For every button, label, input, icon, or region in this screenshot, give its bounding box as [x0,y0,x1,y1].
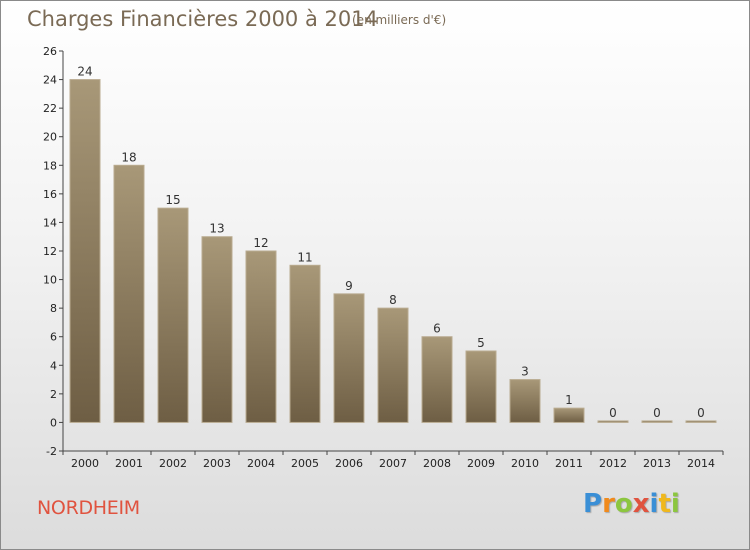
logo-letter: x [632,489,650,519]
bar [113,164,145,423]
y-tick-label: 2 [50,388,57,401]
bar [641,420,673,423]
bar-value-label: 24 [77,65,92,79]
y-tick-label: 16 [43,188,57,201]
bar-value-label: 18 [121,150,136,164]
chart-title: Charges Financières 2000 à 2014 [27,7,378,31]
x-tick-label: 2014 [687,457,715,470]
bar-value-label: 9 [345,279,353,293]
x-tick-label: 2001 [115,457,143,470]
bar-value-label: 8 [389,293,397,307]
bar [465,350,497,423]
commune-name: NORDHEIM [37,497,140,519]
y-tick-label: 8 [50,302,57,315]
y-tick-label: 14 [43,216,57,229]
bar [245,250,277,423]
bar-value-label: 12 [253,236,268,250]
bar [685,420,717,423]
x-tick-label: 2002 [159,457,187,470]
bar [553,407,585,423]
x-tick-label: 2003 [203,457,231,470]
x-tick-label: 2004 [247,457,275,470]
x-tick-label: 2009 [467,457,495,470]
x-tick-label: 2010 [511,457,539,470]
bar-value-label: 3 [521,365,529,379]
x-tick-label: 2000 [71,457,99,470]
bar-value-label: 0 [653,406,661,420]
bar [157,207,189,423]
bar [289,264,321,423]
y-tick-label: 12 [43,245,57,258]
bar-value-label: 13 [209,222,224,236]
bar [509,379,541,423]
logo-letter: i [670,489,680,519]
logo-letter: r [602,489,615,519]
chart-subtitle: (en milliers d'€) [352,13,447,27]
x-tick-label: 2013 [643,457,671,470]
x-tick-label: 2005 [291,457,319,470]
bar [421,336,453,423]
proxiti-logo: Proxiti [583,489,680,519]
bar-value-label: 0 [609,406,617,420]
bar-value-label: 5 [477,336,485,350]
bar [377,307,409,423]
y-tick-label: 4 [50,359,57,372]
y-tick-label: 0 [50,416,57,429]
x-tick-label: 2006 [335,457,363,470]
y-tick-label: 24 [43,74,57,87]
logo-letter: P [583,489,603,519]
bar [201,236,233,423]
bar [333,293,365,423]
bar-value-label: 11 [297,250,312,264]
x-tick-label: 2008 [423,457,451,470]
y-tick-label: -2 [46,445,57,458]
y-tick-label: 26 [43,45,57,58]
y-tick-label: 10 [43,274,57,287]
y-tick-label: 18 [43,159,57,172]
x-tick-label: 2007 [379,457,407,470]
bar-value-label: 15 [165,193,180,207]
y-tick-label: 6 [50,331,57,344]
logo-letter: t [658,489,671,519]
bar [69,79,101,423]
bar-value-label: 0 [697,406,705,420]
bar-value-label: 6 [433,322,441,336]
x-tick-label: 2012 [599,457,627,470]
x-tick-label: 2011 [555,457,583,470]
bar [597,420,629,423]
bar-value-label: 1 [565,393,573,407]
y-tick-label: 22 [43,102,57,115]
y-tick-label: 20 [43,131,57,144]
logo-letter: i [649,489,659,519]
logo-letter: o [614,489,633,519]
